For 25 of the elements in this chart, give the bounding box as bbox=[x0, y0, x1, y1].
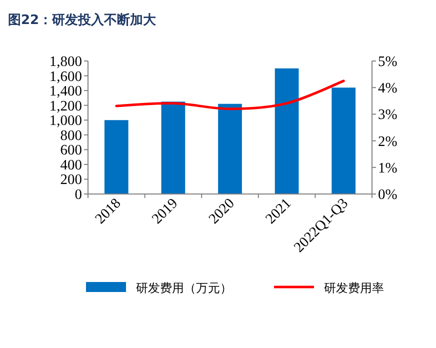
y2-tick-label: 2% bbox=[378, 134, 398, 150]
y-tick-label: 1,400 bbox=[49, 84, 82, 100]
y2-tick-label: 3% bbox=[378, 107, 398, 124]
bar bbox=[332, 88, 356, 194]
y-tick-label: 400 bbox=[60, 157, 82, 174]
y-tick-label: 1,000 bbox=[49, 113, 82, 130]
y-tick-label: 1,200 bbox=[49, 98, 82, 114]
bar bbox=[218, 104, 242, 194]
y-tick-label: 0 bbox=[74, 187, 82, 203]
legend-label: 研发费用率 bbox=[324, 281, 384, 295]
bar bbox=[161, 102, 186, 194]
legend-label: 研发费用（万元） bbox=[136, 281, 232, 295]
y-tick-label: 1,600 bbox=[49, 68, 82, 85]
y2-tick-label: 4% bbox=[378, 80, 398, 97]
bar bbox=[104, 120, 128, 194]
y-tick-label: 200 bbox=[60, 172, 82, 188]
y-tick-label: 600 bbox=[60, 142, 82, 159]
y2-tick-label: 5% bbox=[378, 54, 398, 70]
y2-tick-label: 0% bbox=[378, 187, 398, 203]
bar bbox=[274, 68, 299, 194]
y-tick-label: 800 bbox=[60, 128, 82, 144]
x-tick-label: 2021 bbox=[262, 196, 295, 228]
y-tick-label: 1,800 bbox=[49, 54, 82, 70]
chart-title: 图22：研发投入不断加大 bbox=[8, 12, 158, 28]
y2-tick-label: 1% bbox=[378, 160, 398, 176]
